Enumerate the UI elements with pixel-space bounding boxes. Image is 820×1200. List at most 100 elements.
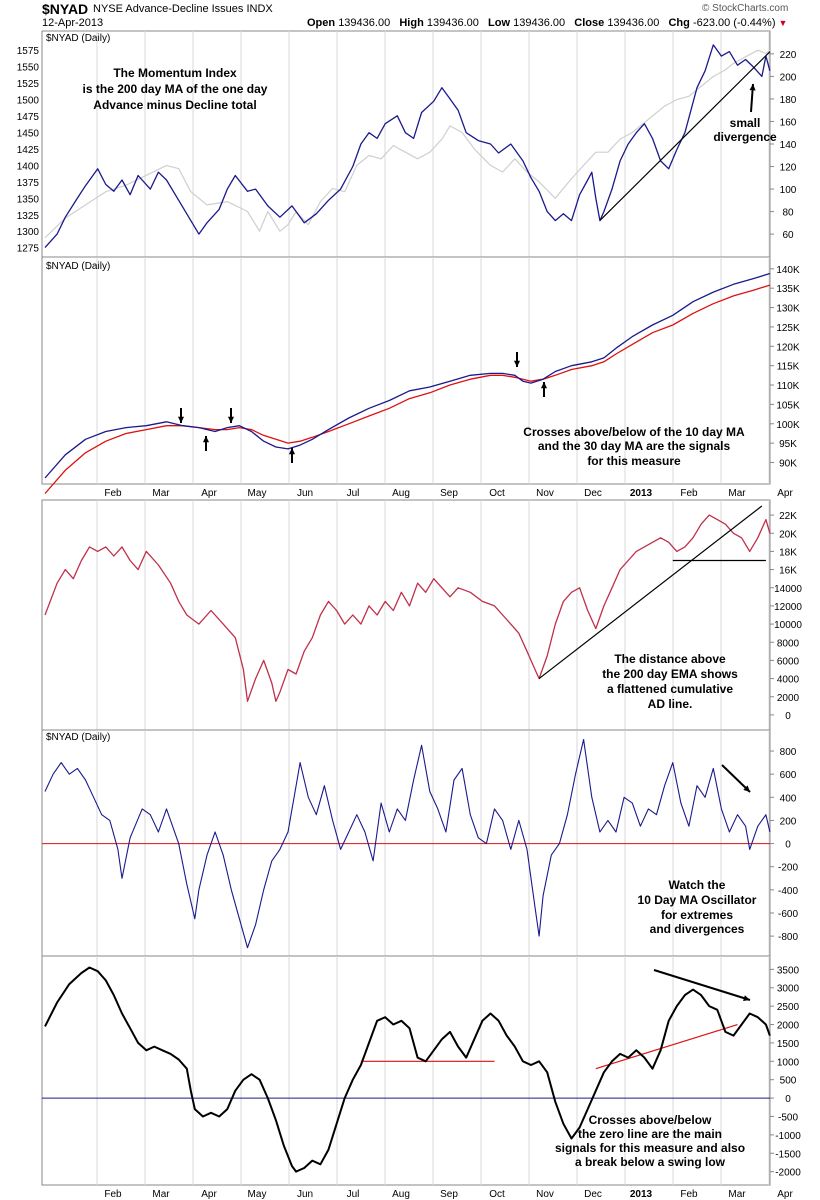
change-label: Chg [668,17,690,29]
x-axis-label-mid: May [248,488,267,499]
panel-1-rtick-label: 160 [780,117,797,128]
panel-3-rtick-label: 20K [779,529,797,540]
panel-1-ltick-label: 1475 [17,112,40,123]
x-axis-label-mid: Apr [777,488,793,499]
x-axis-label-mid: Sep [440,488,458,499]
panel-1-ltick-label: 1525 [17,79,40,90]
x-axis-label-mid: Dec [584,488,602,499]
x-axis-label-mid: Feb [104,488,122,499]
x-axis-label-mid: Jun [297,488,313,499]
panel-1-note-divergence: divergence [713,130,777,144]
panel-4-rtick-label: 600 [780,770,797,781]
panel-1-ltick-label: 1575 [17,46,40,57]
panel-1-rtick-label: 80 [782,208,794,219]
x-axis-label-bottom: May [248,1189,267,1200]
panel-1-series-gray [44,49,771,239]
panel-3-rtick-label: 0 [785,711,791,722]
panel-5-note-line4: a break below a swing low [575,1155,726,1169]
panel-2-rtick-label: 120K [776,342,800,353]
panel-5-rtick-label: 2500 [777,1002,800,1013]
panel-4-rtick-label: -600 [778,909,798,920]
panel-2-frame [41,256,771,485]
panel-4-note-line2: 10 Day MA Oscillator [638,893,757,907]
panel-5-rtick-label: -500 [778,1112,798,1123]
x-axis-label-bottom: Mar [152,1189,170,1200]
panel-1-note-line2: is the 200 day MA of the one day [83,82,268,96]
panel-2-note-line1: Crosses above/below of the 10 day MA [523,425,745,439]
x-axis-label-mid: 2013 [630,488,653,499]
instrument-name: NYSE Advance-Decline Issues INDX [93,3,273,15]
panel-4-rtick-label: 0 [785,840,791,851]
panel-3-note-line4: AD line. [648,697,693,711]
panel-3-rtick-label: 16K [779,566,797,577]
panel-1-rtick-label: 140 [780,140,797,151]
panel-3-rtick-label: 2000 [777,693,800,704]
panel-1-note-small: small [730,116,761,130]
panel-4-note-line1: Watch the [669,878,726,892]
panel-5-series-black [44,966,771,1173]
panel-1-ltick-label: 1425 [17,145,40,156]
panel-2-arrow-down-2-head [227,416,235,423]
panel-1-rtick-label: 100 [780,185,797,196]
panel-4-arrow-head [743,785,750,792]
stockcharts-credit: © StockCharts.com [702,3,789,14]
panel-2-arrow-up-3-head [540,382,548,389]
panel-4-note-line3: for extremes [661,908,733,922]
x-axis-label-bottom: Jun [297,1189,313,1200]
panel-2-rtick-label: 140K [776,265,800,276]
panel-5-rtick-label: 3000 [777,984,800,995]
panel-2-rtick-label: 95K [779,439,797,450]
panel-2-rtick-label: 135K [776,284,800,295]
panel-1-ltick-label: 1300 [17,227,40,238]
panel-2-rtick-label: 130K [776,304,800,315]
panel-3-rtick-label: 18K [779,547,797,558]
panel-2-rtick-label: 125K [776,323,800,334]
change-value: -623.00 (-0.44%) [692,17,776,29]
panel-2-rtick-label: 105K [776,400,800,411]
close-value: 139436.00 [607,17,660,29]
panel-2-rtick-label: 115K [777,362,800,373]
panel-5-rtick-label: -1500 [775,1149,801,1160]
x-axis-label-mid: Aug [392,488,410,499]
x-axis-label-bottom: 2013 [630,1189,653,1200]
panel-5-rtick-label: 1000 [777,1057,800,1068]
panel-2-label: $NYAD (Daily) [46,261,110,272]
panel-2-rtick-label: 100K [776,420,800,431]
panel-4-rtick-label: -800 [778,932,798,943]
panel-5-trend-support-line [595,1023,738,1070]
x-axis-label-bottom: Apr [201,1189,217,1200]
x-axis-label-bottom: Feb [680,1189,698,1200]
chart-header: $NYAD NYSE Advance-Decline Issues INDX 1… [0,0,820,30]
x-axis-label-mid: Mar [152,488,170,499]
panel-3-note-line2: the 200 day EMA shows [602,667,738,681]
x-axis-label-bottom: Jul [347,1189,360,1200]
panel-3-rtick-label: 8000 [777,638,800,649]
panel-1-label: $NYAD (Daily) [46,33,110,44]
x-axis-label-bottom: Sep [440,1189,458,1200]
open-label: Open [307,17,336,29]
panel-3-rtick-label: 22K [779,511,797,522]
panel-2-arrow-up-2-head [288,448,296,455]
panel-1-ltick-label: 1325 [17,211,40,222]
down-triangle-icon: ▼ [778,18,788,28]
panel-1-trendline [599,51,771,222]
x-axis-label-bottom: Mar [728,1189,746,1200]
panel-4-rtick-label: 800 [780,747,797,758]
panel-5-note-line2: the zero line are the main [578,1127,722,1141]
panel-3-rtick-label: 10000 [774,620,802,631]
x-axis-label-bottom: Nov [536,1189,554,1200]
panel-5-note-line3: signals for this measure and also [555,1141,745,1155]
ohlc-readout: Open 139436.00 High 139436.00 Low 139436… [307,17,787,29]
panel-3-rtick-label: 14000 [774,584,802,595]
high-value: 139436.00 [426,17,479,29]
panel-3-series-crimson [44,514,771,702]
panel-1-ltick-label: 1400 [17,161,40,172]
panel-5-frame [41,955,771,1186]
panel-3-rtick-label: 4000 [777,675,800,686]
panel-1-ltick-label: 1350 [17,194,40,205]
panel-3-rtick-label: 12000 [774,602,802,613]
panel-2-rtick-label: 110K [777,381,800,392]
low-value: 139436.00 [513,17,566,29]
panel-4-rtick-label: -200 [778,863,798,874]
panel-4-series-navy [44,738,771,949]
